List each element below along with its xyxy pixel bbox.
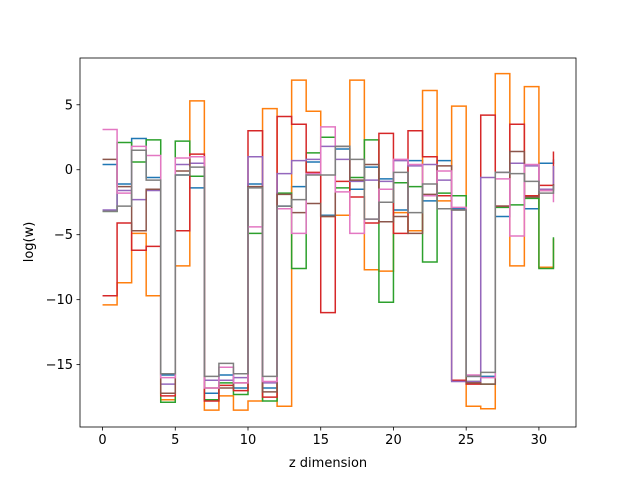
x-tick-label: 5 <box>171 433 179 448</box>
series-group <box>102 72 555 411</box>
x-axis-label: z dimension <box>289 456 367 471</box>
y-tick-label: −10 <box>46 293 73 308</box>
y-tick-label: 5 <box>65 98 73 113</box>
y-tick-label: 0 <box>65 163 73 178</box>
x-tick-label: 25 <box>458 433 475 448</box>
plot-area <box>80 58 576 427</box>
y-tick-label: −15 <box>46 358 73 373</box>
y-axis-label: log(w) <box>22 222 37 263</box>
x-tick-label: 15 <box>312 433 329 448</box>
x-tick-label: 20 <box>385 433 402 448</box>
y-tick-label: −5 <box>54 228 73 243</box>
x-tick-label: 30 <box>531 433 548 448</box>
plot-frame <box>79 57 577 428</box>
x-axis-ticks: 0 5 10 15 20 25 30 <box>98 427 547 448</box>
y-axis-ticks: 5 0 −5 −10 −15 <box>46 98 80 373</box>
x-tick-label: 10 <box>240 433 257 448</box>
series-line-8 <box>102 145 555 378</box>
x-tick-label: 0 <box>98 433 106 448</box>
